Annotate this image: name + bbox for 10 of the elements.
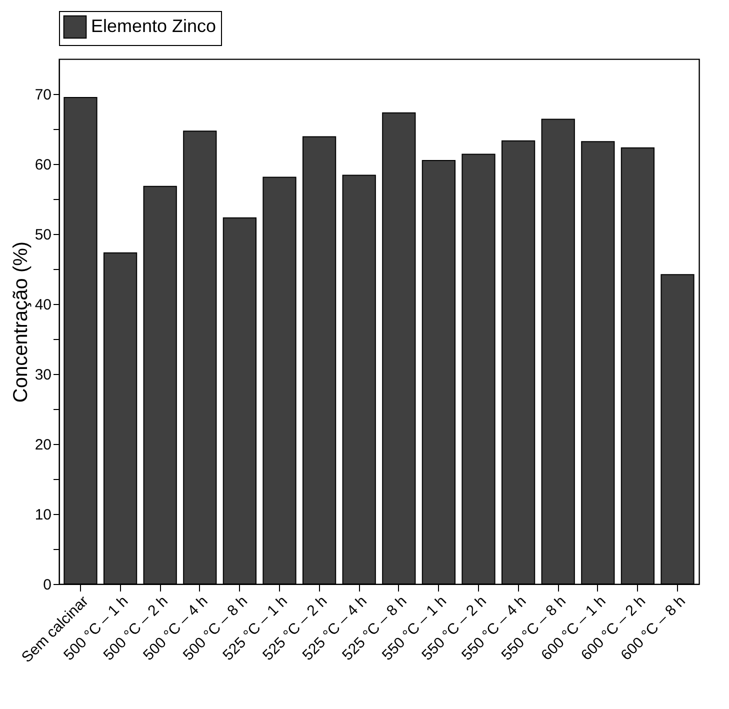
y-tick-label: 60 xyxy=(34,156,52,174)
y-tick-label: 50 xyxy=(34,226,52,244)
y-tick-label: 30 xyxy=(34,366,52,384)
y-tick-label: 20 xyxy=(34,436,52,454)
y-tick-label: 0 xyxy=(43,576,52,594)
y-tick-label: 10 xyxy=(34,506,52,524)
legend-label: Elemento Zinco xyxy=(91,16,216,36)
y-tick-label: 70 xyxy=(34,86,52,104)
y-axis-title: Concentração (%) xyxy=(10,241,32,403)
y-tick-label: 40 xyxy=(34,296,52,314)
